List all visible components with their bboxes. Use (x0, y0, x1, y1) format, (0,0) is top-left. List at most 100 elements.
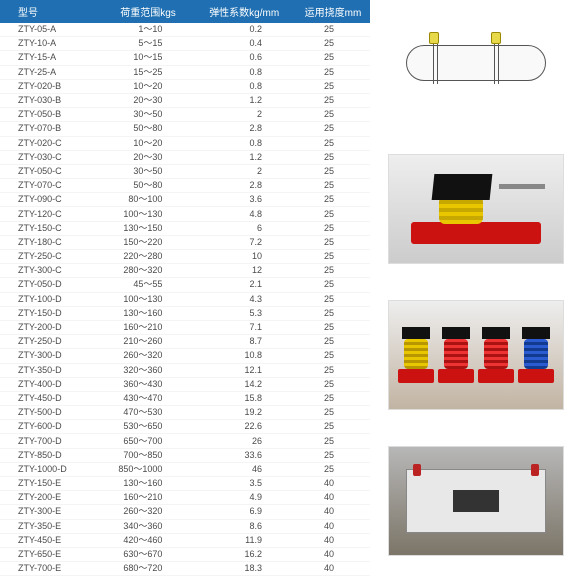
table-row: ZTY-020-B10～200.825 (0, 79, 370, 93)
cell-load: 260～320 (104, 505, 193, 519)
cell-load: 10～20 (104, 79, 193, 93)
cell-model: ZTY-700-E (0, 562, 104, 576)
cell-k: 8.7 (192, 335, 296, 349)
cell-load: 530～650 (104, 420, 193, 434)
cell-model: ZTY-070-B (0, 122, 104, 136)
cell-k: 4.8 (192, 207, 296, 221)
cell-load: 160～210 (104, 320, 193, 334)
cell-disp: 25 (296, 65, 370, 79)
table-row: ZTY-150-E130～1603.540 (0, 477, 370, 491)
cell-model: ZTY-350-E (0, 519, 104, 533)
cell-model: ZTY-090-C (0, 193, 104, 207)
cell-k: 6 (192, 221, 296, 235)
cell-k: 8.6 (192, 519, 296, 533)
cell-load: 1～10 (104, 23, 193, 37)
plate-icon (406, 469, 546, 533)
cell-model: ZTY-1000-D (0, 462, 104, 476)
cell-model: ZTY-10-A (0, 37, 104, 51)
cell-k: 15.8 (192, 391, 296, 405)
table-row: ZTY-10-A5～150.425 (0, 37, 370, 51)
cell-model: ZTY-070-C (0, 179, 104, 193)
table-row: ZTY-030-B20～301.225 (0, 93, 370, 107)
cell-load: 30～50 (104, 108, 193, 122)
cell-model: ZTY-450-D (0, 391, 104, 405)
spring-mounts-four-photo (388, 300, 564, 410)
table-row: ZTY-150-C130～150625 (0, 221, 370, 235)
cell-model: ZTY-850-D (0, 448, 104, 462)
cell-disp: 25 (296, 122, 370, 136)
cell-disp: 25 (296, 193, 370, 207)
cell-k: 1.2 (192, 93, 296, 107)
cell-load: 150～220 (104, 235, 193, 249)
cell-disp: 25 (296, 420, 370, 434)
cell-disp: 40 (296, 477, 370, 491)
cell-load: 45～55 (104, 278, 193, 292)
table-row: ZTY-200-E160～2104.940 (0, 491, 370, 505)
mounts-row-icon (398, 327, 554, 383)
cell-k: 6.9 (192, 505, 296, 519)
cell-model: ZTY-300-D (0, 349, 104, 363)
cell-load: 100～130 (104, 207, 193, 221)
cell-load: 360～430 (104, 377, 193, 391)
cell-model: ZTY-700-D (0, 434, 104, 448)
cell-k: 0.8 (192, 136, 296, 150)
cell-k: 3.5 (192, 477, 296, 491)
cell-model: ZTY-450-E (0, 533, 104, 547)
table-row: ZTY-450-E420～46011.940 (0, 533, 370, 547)
cell-load: 340～360 (104, 519, 193, 533)
cell-model: ZTY-150-C (0, 221, 104, 235)
cell-model: ZTY-650-E (0, 547, 104, 561)
cell-k: 22.6 (192, 420, 296, 434)
cylinder-icon (406, 45, 546, 81)
cell-k: 10.8 (192, 349, 296, 363)
cell-load: 260～320 (104, 349, 193, 363)
table-row: ZTY-05-A1～100.225 (0, 23, 370, 37)
cell-model: ZTY-350-D (0, 363, 104, 377)
cell-disp: 25 (296, 264, 370, 278)
cell-k: 4.9 (192, 491, 296, 505)
cell-k: 33.6 (192, 448, 296, 462)
pipe-hanger-diagram (388, 8, 564, 118)
cell-load: 430～470 (104, 391, 193, 405)
table-row: ZTY-15-A10～150.625 (0, 51, 370, 65)
cell-load: 630～670 (104, 547, 193, 561)
table-row: ZTY-600-D530～65022.625 (0, 420, 370, 434)
table-row: ZTY-150-D130～1605.325 (0, 306, 370, 320)
cell-load: 210～260 (104, 335, 193, 349)
table-row: ZTY-700-D650～7002625 (0, 434, 370, 448)
cell-model: ZTY-200-E (0, 491, 104, 505)
cell-model: ZTY-15-A (0, 51, 104, 65)
cell-model: ZTY-05-A (0, 23, 104, 37)
cell-disp: 25 (296, 51, 370, 65)
cell-load: 10～20 (104, 136, 193, 150)
cell-disp: 25 (296, 93, 370, 107)
cell-k: 0.8 (192, 79, 296, 93)
cell-load: 10～15 (104, 51, 193, 65)
cell-load: 420～460 (104, 533, 193, 547)
cell-model: ZTY-020-B (0, 79, 104, 93)
cell-model: ZTY-400-D (0, 377, 104, 391)
cell-disp: 40 (296, 533, 370, 547)
cell-load: 30～50 (104, 164, 193, 178)
table-row: ZTY-250-D210～2608.725 (0, 335, 370, 349)
cell-k: 4.3 (192, 292, 296, 306)
cell-model: ZTY-100-D (0, 292, 104, 306)
mount-icon (411, 174, 541, 244)
cell-k: 12.1 (192, 363, 296, 377)
cell-k: 46 (192, 462, 296, 476)
table-row: ZTY-650-E630～67016.240 (0, 547, 370, 561)
cell-disp: 25 (296, 164, 370, 178)
cell-disp: 25 (296, 278, 370, 292)
table-row: ZTY-180-C150～2207.225 (0, 235, 370, 249)
cell-disp: 40 (296, 491, 370, 505)
cell-disp: 40 (296, 562, 370, 576)
col-header-load: 荷重范围kgs (104, 0, 193, 23)
table-row: ZTY-400-D360～43014.225 (0, 377, 370, 391)
cell-disp: 25 (296, 108, 370, 122)
table-row: ZTY-300-E260～3206.940 (0, 505, 370, 519)
cell-model: ZTY-250-D (0, 335, 104, 349)
table-row: ZTY-450-D430～47015.825 (0, 391, 370, 405)
cell-disp: 25 (296, 235, 370, 249)
table-row: ZTY-850-D700～85033.625 (0, 448, 370, 462)
cell-disp: 25 (296, 335, 370, 349)
